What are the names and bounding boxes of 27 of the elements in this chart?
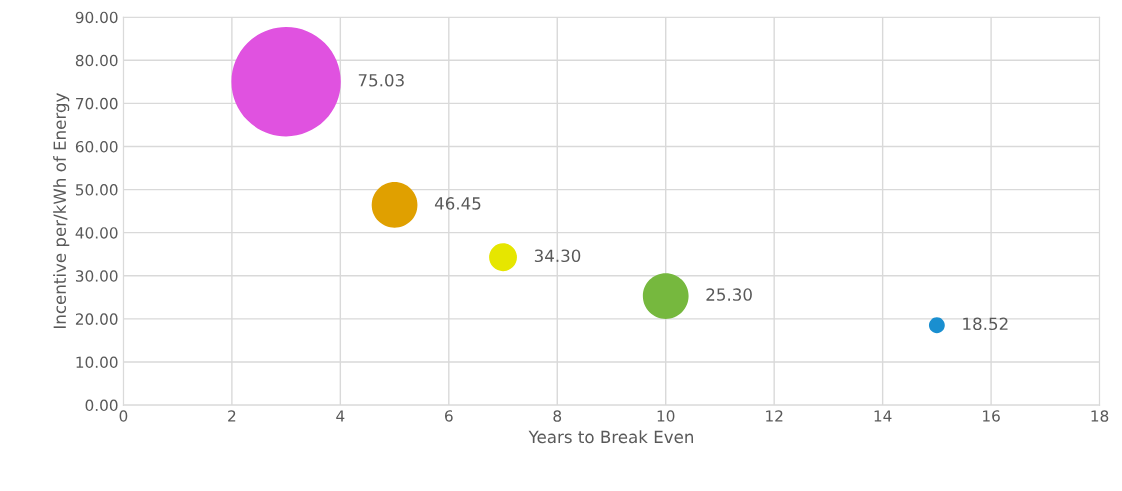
x-tick-label: 6	[445, 410, 453, 422]
y-tick-label: 90.00	[75, 11, 118, 24]
x-tick-label: 18	[1091, 410, 1109, 422]
y-tick-label: 20.00	[75, 313, 118, 325]
x-tick-label: 8	[553, 410, 562, 422]
data-label: 46.45	[434, 197, 481, 210]
y-tick-label: 70.00	[76, 97, 118, 110]
x-tick-label: 12	[766, 410, 783, 422]
y-tick-label: 0.00	[85, 399, 118, 412]
x-tick-label: 16	[983, 410, 1000, 422]
data-label: 18.52	[963, 317, 1008, 331]
y-axis-title: Incentive per/kWh of Energy	[53, 93, 70, 329]
y-tick-label: 10.00	[76, 356, 118, 368]
y-tick-label: 50.00	[76, 184, 118, 196]
data-label: 75.03	[358, 73, 404, 87]
data-label: 25.30	[706, 288, 752, 301]
x-tick-label: 0	[119, 410, 128, 422]
x-tick-label: 4	[336, 410, 345, 422]
data-label: 34.30	[534, 249, 581, 263]
x-tick-label: 2	[228, 410, 236, 422]
x-tick-label: 10	[657, 410, 675, 422]
x-tick-label: 14	[874, 410, 892, 422]
y-tick-label: 30.00	[75, 270, 118, 282]
x-axis-title: Years to Break Even	[528, 430, 693, 444]
y-tick-label: 40.00	[75, 227, 118, 239]
y-tick-label: 60.00	[75, 140, 118, 153]
y-tick-label: 80.00	[75, 54, 118, 67]
